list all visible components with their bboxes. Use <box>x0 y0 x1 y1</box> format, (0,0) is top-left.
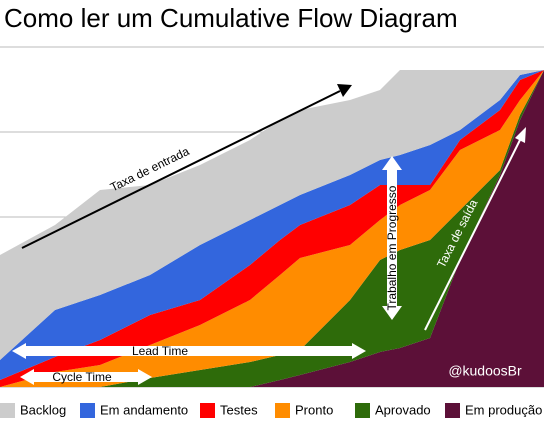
legend-label: Testes <box>220 402 258 417</box>
legend-swatch <box>200 403 215 418</box>
legend-label: Em andamento <box>100 402 188 417</box>
legend: Backlog Em andamento Testes Pronto Aprovado E… <box>0 402 542 418</box>
legend-swatch <box>0 403 15 418</box>
legend-swatch <box>445 403 460 418</box>
arrow-head <box>337 84 352 97</box>
annotation: Trabalho em Progresso <box>385 185 399 310</box>
areas <box>0 70 544 387</box>
area <box>0 70 544 360</box>
annotation: Lead Time <box>132 344 188 358</box>
arrow <box>21 90 341 249</box>
legend-swatch <box>355 403 370 418</box>
area <box>0 70 544 380</box>
watermark: @kudoosBr <box>448 363 522 379</box>
area <box>0 70 544 387</box>
area <box>0 70 544 387</box>
annotation: Cycle Time <box>52 370 112 384</box>
double-arrow <box>12 343 366 359</box>
legend-swatch <box>80 403 95 418</box>
legend-label: Em produção <box>465 402 542 417</box>
legend-label: Pronto <box>295 402 333 417</box>
arrow-head <box>515 127 526 143</box>
chart-title: Como ler um Cumulative Flow Diagram <box>4 3 458 33</box>
legend-swatch <box>275 403 290 418</box>
legend-label: Aprovado <box>375 402 431 417</box>
arrow <box>424 137 522 331</box>
area <box>0 70 544 387</box>
legend-label: Backlog <box>20 402 66 417</box>
annotations: Taxa de entrada Trabalho em Progresso Ta… <box>12 84 526 385</box>
double-arrow <box>20 369 152 385</box>
double-arrow <box>382 156 402 320</box>
